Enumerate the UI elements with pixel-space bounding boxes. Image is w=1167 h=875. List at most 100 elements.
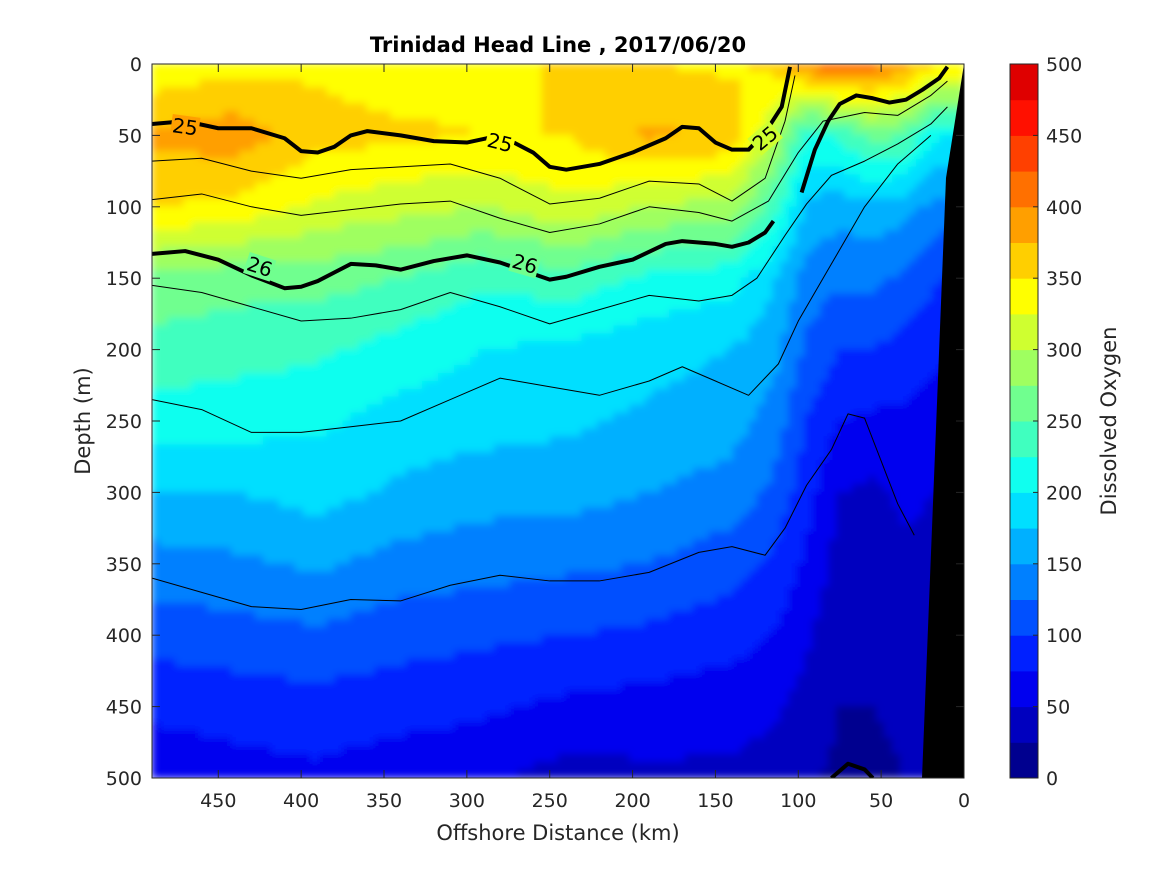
heatmap-cell — [223, 182, 233, 192]
heatmap-cell — [318, 404, 328, 414]
heatmap-cell — [867, 372, 877, 382]
heatmap-cell — [629, 285, 639, 295]
heatmap-cell — [867, 166, 877, 176]
heatmap-cell — [461, 261, 471, 271]
heatmap-cell — [318, 428, 328, 438]
heatmap-cell — [589, 380, 599, 390]
heatmap-cell — [875, 158, 885, 168]
heatmap-cell — [485, 380, 495, 390]
heatmap-cell — [581, 301, 591, 311]
heatmap-cell — [334, 396, 344, 406]
heatmap-cell — [207, 95, 217, 105]
heatmap-cell — [748, 150, 758, 160]
heatmap-cell — [509, 150, 519, 160]
heatmap-cell — [660, 245, 670, 255]
heatmap-cell — [589, 198, 599, 208]
heatmap-cell — [286, 357, 296, 366]
heatmap-cell — [931, 333, 941, 343]
heatmap-cell — [836, 309, 846, 319]
heatmap-cell — [438, 388, 448, 398]
heatmap-cell — [836, 245, 846, 255]
heatmap-cell — [382, 277, 392, 287]
heatmap-cell — [891, 428, 901, 438]
heatmap-cell — [398, 404, 408, 414]
heatmap-cell — [270, 341, 280, 351]
heatmap-cell — [891, 388, 901, 398]
heatmap-cell — [629, 64, 639, 73]
heatmap-cell — [748, 119, 758, 128]
heatmap-cell — [485, 222, 495, 232]
heatmap-cell — [247, 71, 256, 81]
heatmap-cell — [398, 222, 408, 232]
heatmap-cell — [533, 372, 543, 382]
heatmap-cell — [860, 380, 869, 390]
heatmap-cell — [326, 111, 336, 121]
heatmap-cell — [716, 71, 726, 81]
heatmap-cell — [167, 293, 177, 303]
heatmap-cell — [350, 134, 360, 144]
heatmap-cell — [557, 190, 567, 200]
heatmap-cell — [318, 341, 328, 351]
heatmap-cell — [239, 134, 249, 144]
heatmap-cell — [684, 436, 694, 446]
heatmap-cell — [828, 261, 838, 271]
heatmap-cell — [708, 206, 718, 216]
heatmap-cell — [700, 349, 710, 359]
heatmap-cell — [517, 134, 527, 144]
heatmap-cell — [828, 214, 838, 224]
heatmap-cell — [318, 230, 328, 240]
heatmap-cell — [223, 293, 233, 303]
heatmap-cell — [716, 134, 726, 144]
heatmap-cell — [772, 436, 782, 446]
heatmap-cell — [278, 380, 288, 390]
heatmap-cell — [374, 214, 384, 224]
heatmap-cell — [191, 71, 201, 81]
heatmap-cell — [326, 87, 336, 97]
heatmap-cell — [215, 364, 225, 374]
heatmap-cell — [549, 190, 559, 200]
heatmap-cell — [477, 150, 487, 160]
heatmap-cell — [159, 444, 169, 454]
heatmap-cell — [668, 64, 678, 73]
heatmap-cell — [637, 293, 647, 303]
heatmap-cell — [931, 380, 941, 390]
heatmap-cell — [525, 79, 535, 89]
heatmap-cell — [454, 166, 463, 176]
heatmap-cell — [708, 230, 718, 240]
heatmap-cell — [191, 150, 201, 160]
heatmap-cell — [461, 142, 471, 152]
heatmap-cell — [310, 293, 320, 303]
heatmap-cell — [812, 64, 822, 73]
heatmap-cell — [668, 245, 678, 255]
heatmap-cell — [780, 364, 790, 374]
heatmap-cell — [899, 253, 909, 263]
heatmap-cell — [844, 341, 854, 351]
heatmap-cell — [947, 134, 957, 144]
heatmap-cell — [461, 230, 471, 240]
heatmap-cell — [923, 396, 933, 406]
heatmap-cell — [891, 269, 901, 279]
heatmap-cell — [867, 388, 877, 398]
heatmap-cell — [820, 412, 830, 422]
heatmap-cell — [390, 420, 400, 430]
heatmap-cell — [247, 420, 256, 430]
heatmap-cell — [621, 372, 631, 382]
heatmap-cell — [581, 103, 591, 113]
heatmap-cell — [867, 79, 877, 89]
heatmap-cell — [812, 436, 822, 446]
heatmap-cell — [414, 293, 424, 303]
heatmap-cell — [485, 388, 495, 398]
heatmap-cell — [485, 357, 495, 366]
heatmap-cell — [557, 364, 567, 374]
heatmap-cell — [764, 341, 774, 351]
heatmap-cell — [581, 396, 591, 406]
heatmap-cell — [152, 182, 161, 192]
heatmap-cell — [732, 357, 742, 366]
heatmap-cell — [875, 301, 885, 311]
heatmap-cell — [621, 222, 631, 232]
heatmap-cell — [191, 87, 201, 97]
heatmap-cell — [700, 261, 710, 271]
heatmap-cell — [270, 404, 280, 414]
heatmap-cell — [613, 428, 623, 438]
heatmap-cell — [286, 126, 296, 136]
